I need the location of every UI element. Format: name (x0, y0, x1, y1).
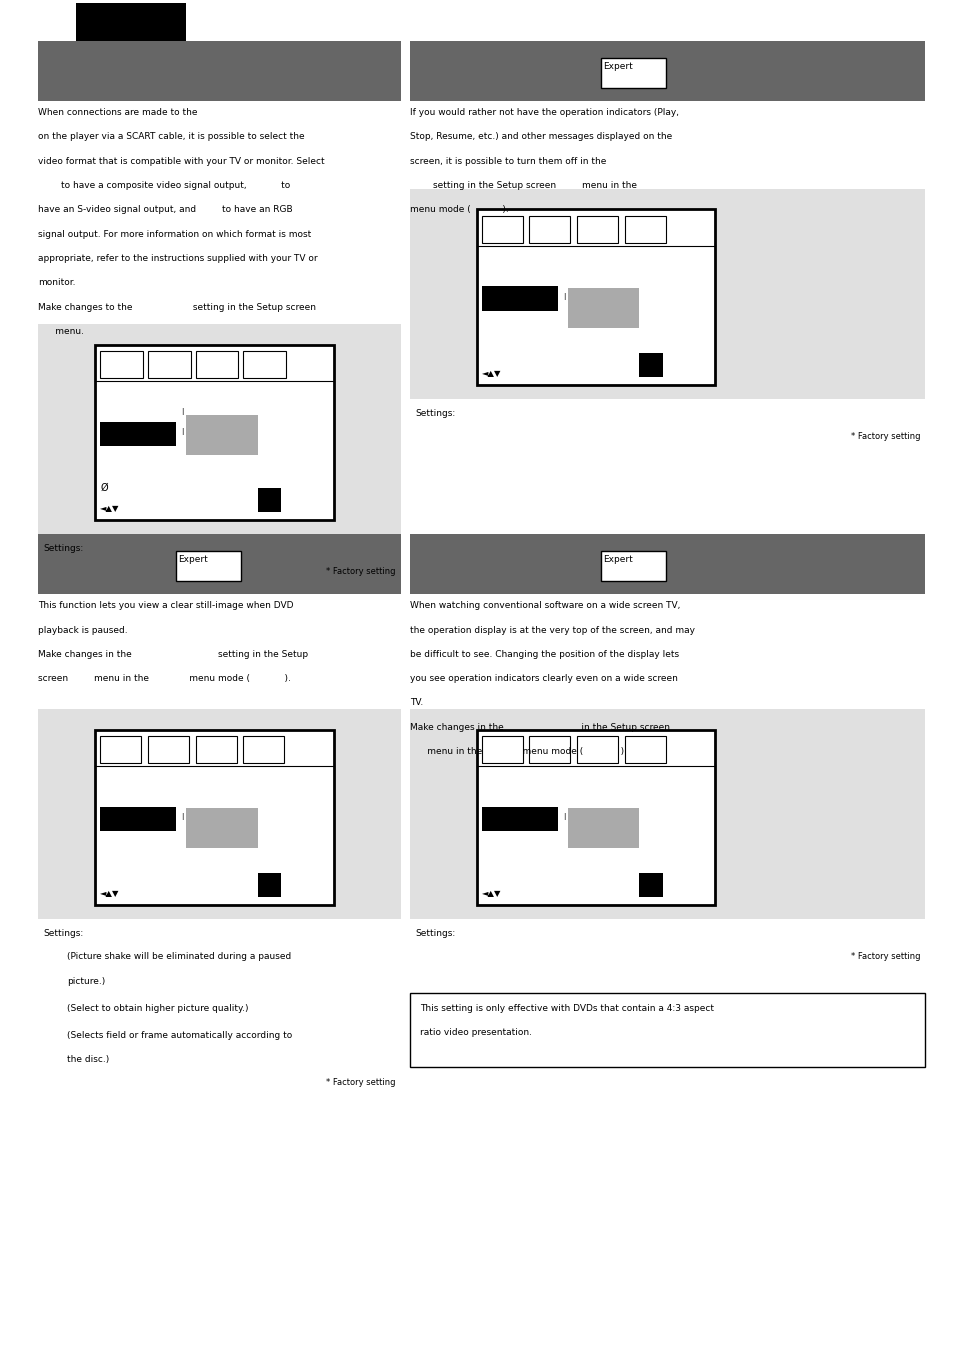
Text: Make changes in the                              setting in the Setup: Make changes in the setting in the Setup (38, 650, 308, 659)
Text: Settings:: Settings: (415, 409, 455, 419)
Text: ◄▲▼: ◄▲▼ (100, 504, 119, 513)
Bar (481, 286, 558, 311)
Text: screen         menu in the              menu mode (            ).: screen menu in the menu mode ( ). (38, 674, 291, 684)
Bar (257, 873, 281, 897)
Text: menu.: menu. (38, 327, 84, 336)
Bar (100, 736, 141, 763)
Bar (481, 216, 522, 243)
Bar (476, 730, 715, 905)
Text: (Selects field or frame automatically according to: (Selects field or frame automatically ac… (67, 1031, 292, 1040)
Text: If you would rather not have the operation indicators (Play,: If you would rather not have the operati… (410, 108, 679, 118)
Bar (481, 736, 522, 763)
Text: When watching conventional software on a wide screen TV,: When watching conventional software on a… (410, 601, 679, 611)
Text: |: | (562, 293, 564, 300)
Bar (410, 41, 924, 101)
Bar (476, 209, 715, 385)
Text: This function lets you view a clear still-image when DVD: This function lets you view a clear stil… (38, 601, 294, 611)
Text: ◄▲▼: ◄▲▼ (481, 889, 500, 898)
Bar (257, 488, 281, 512)
Text: Stop, Resume, etc.) and other messages displayed on the: Stop, Resume, etc.) and other messages d… (410, 132, 672, 142)
Text: the disc.): the disc.) (67, 1055, 109, 1065)
Bar (38, 41, 400, 101)
Text: ratio video presentation.: ratio video presentation. (419, 1028, 531, 1038)
Bar (76, 3, 186, 47)
Text: Expert: Expert (602, 555, 632, 565)
Bar (148, 736, 189, 763)
Text: ◄▲▼: ◄▲▼ (100, 889, 119, 898)
Text: This setting is only effective with DVDs that contain a 4:3 aspect: This setting is only effective with DVDs… (419, 1004, 713, 1013)
Bar (243, 351, 286, 378)
Bar (243, 736, 284, 763)
Bar (567, 288, 639, 328)
Text: * Factory setting: * Factory setting (326, 567, 395, 577)
Bar (567, 808, 639, 848)
Bar (577, 216, 618, 243)
Bar (577, 736, 618, 763)
Bar (38, 534, 400, 594)
Text: setting in the Setup screen         menu in the: setting in the Setup screen menu in the (410, 181, 637, 190)
Bar (148, 351, 191, 378)
Text: menu mode (           ).: menu mode ( ). (410, 205, 509, 215)
Bar (624, 736, 665, 763)
Bar (195, 736, 236, 763)
Bar (529, 216, 570, 243)
Text: TV.: TV. (410, 698, 423, 708)
Text: * Factory setting: * Factory setting (326, 1078, 395, 1088)
Text: the operation display is at the very top of the screen, and may: the operation display is at the very top… (410, 626, 695, 635)
Bar (600, 551, 665, 581)
Text: to have a composite video signal output,            to: to have a composite video signal output,… (38, 181, 290, 190)
Text: * Factory setting: * Factory setting (850, 952, 920, 962)
Bar (38, 709, 400, 919)
Bar (639, 873, 662, 897)
Text: * Factory setting: * Factory setting (850, 432, 920, 442)
Text: Ø: Ø (100, 482, 108, 492)
Text: |: | (562, 813, 564, 820)
Text: monitor.: monitor. (38, 278, 75, 288)
Bar (410, 709, 924, 919)
Bar (410, 993, 924, 1067)
Text: appropriate, refer to the instructions supplied with your TV or: appropriate, refer to the instructions s… (38, 254, 317, 263)
Text: be difficult to see. Changing the position of the display lets: be difficult to see. Changing the positi… (410, 650, 679, 659)
Text: picture.): picture.) (67, 977, 105, 986)
Text: (Picture shake will be eliminated during a paused: (Picture shake will be eliminated during… (67, 952, 291, 962)
Text: (Select to obtain higher picture quality.): (Select to obtain higher picture quality… (67, 1004, 248, 1013)
Text: Settings:: Settings: (43, 544, 83, 554)
Bar (410, 534, 924, 594)
Text: |: | (181, 813, 183, 820)
Bar (100, 422, 176, 446)
Text: video format that is compatible with your TV or monitor. Select: video format that is compatible with you… (38, 157, 324, 166)
Text: Expert: Expert (602, 62, 632, 72)
Text: |: | (181, 428, 183, 435)
Bar (186, 415, 257, 455)
Bar (624, 216, 665, 243)
Bar (186, 808, 257, 848)
Bar (195, 351, 238, 378)
Bar (176, 551, 241, 581)
Text: screen, it is possible to turn them off in the: screen, it is possible to turn them off … (410, 157, 606, 166)
Bar (100, 351, 143, 378)
Text: Make changes in the                           in the Setup screen: Make changes in the in the Setup screen (410, 723, 670, 732)
Text: have an S-video signal output, and         to have an RGB: have an S-video signal output, and to ha… (38, 205, 293, 215)
Text: ◄▲▼: ◄▲▼ (481, 369, 500, 378)
Bar (481, 807, 558, 831)
Text: When connections are made to the: When connections are made to the (38, 108, 197, 118)
Text: |: | (181, 408, 183, 415)
Bar (639, 353, 662, 377)
Text: playback is paused.: playback is paused. (38, 626, 128, 635)
Bar (529, 736, 570, 763)
Text: on the player via a SCART cable, it is possible to select the: on the player via a SCART cable, it is p… (38, 132, 304, 142)
Text: menu in the              menu mode (             ).: menu in the menu mode ( ). (410, 747, 626, 757)
Bar (410, 189, 924, 399)
Bar (38, 324, 400, 534)
Text: Settings:: Settings: (43, 929, 83, 939)
Text: Make changes to the                     setting in the Setup screen: Make changes to the setting in the Setup… (38, 303, 315, 312)
Bar (600, 58, 665, 88)
Text: Settings:: Settings: (415, 929, 455, 939)
Bar (95, 730, 334, 905)
Text: Expert: Expert (178, 555, 208, 565)
Text: signal output. For more information on which format is most: signal output. For more information on w… (38, 230, 311, 239)
Text: you see operation indicators clearly even on a wide screen: you see operation indicators clearly eve… (410, 674, 678, 684)
Bar (95, 345, 334, 520)
Bar (100, 807, 176, 831)
